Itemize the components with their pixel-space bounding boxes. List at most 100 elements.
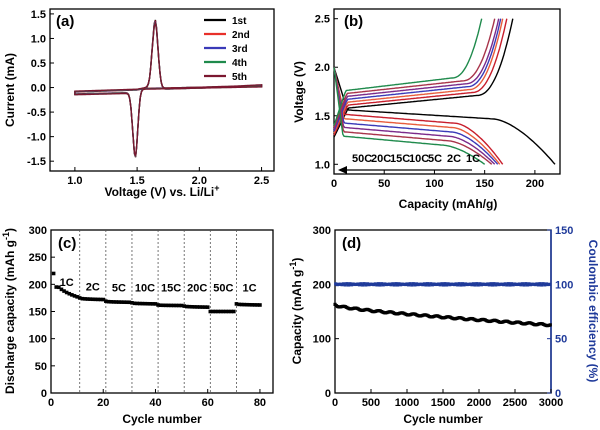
panel-b-charge-curve	[333, 18, 496, 128]
panel-b-rate-label: 1C	[466, 153, 480, 165]
panel-c-point	[143, 301, 147, 306]
panel-b-rate-label: 50C	[352, 153, 372, 165]
panel-c-point	[127, 300, 132, 305]
panel-c-rate-label: 15C	[161, 282, 181, 294]
panel-c-point	[255, 303, 260, 307]
panel-c-rate-label: 1C	[242, 282, 256, 294]
panel-c-point	[153, 302, 158, 306]
panel-b-rate-label: 20C	[371, 153, 391, 165]
panel-c-point	[93, 297, 98, 302]
panel-c-point	[177, 303, 181, 308]
panel-d-right-y-tick-label: 50	[555, 334, 567, 346]
panel-a-y-axis-label: Current (mA)	[3, 53, 17, 127]
panel-c-point	[221, 309, 226, 314]
panel-c-x-tick-label: 20	[97, 397, 109, 409]
panel-c-point	[252, 303, 257, 307]
panel-c-point	[218, 309, 223, 314]
panel-c-x-ticks: 0 20 40 60 80	[48, 389, 266, 409]
panel-c-point	[190, 305, 194, 309]
panel-d-x-tick-label: 3000	[539, 397, 563, 409]
panel-d-capacity-point	[548, 323, 552, 327]
panel-c-point	[54, 285, 59, 289]
panel-d-right-y-ticks: 0 50 100 150	[547, 225, 573, 400]
panel-b-rate-label: 10C	[409, 153, 429, 165]
panel-c-rate-label: 5C	[112, 282, 126, 294]
panel-c-point	[192, 305, 197, 309]
panel-c-point	[234, 302, 239, 306]
panel-b-x-tick-label: 100	[425, 178, 443, 190]
panel-d-x-ticks: 0 500 1000 1500 2000 2500 3000	[332, 389, 563, 409]
panel-b-label: (b)	[344, 13, 363, 30]
panel-c-point	[203, 305, 207, 309]
panel-d-right-y-tick-label: 100	[555, 279, 573, 291]
panel-c-point	[250, 303, 254, 307]
panel-b-discharge-curve	[333, 66, 556, 165]
panel-c-point	[138, 301, 142, 306]
panel-c-rate-label: 50C	[213, 282, 233, 294]
panel-b-x-axis-label: Capacity (mAh/g)	[399, 197, 498, 211]
panel-c-point	[242, 302, 247, 307]
panel-c-point	[122, 300, 126, 304]
panel-c-y-axis-label: Discharge capacity (mAh g-1)	[1, 228, 17, 394]
panel-b-rate-label: 15C	[390, 153, 410, 165]
panel-c-y-tick-label: 250	[29, 252, 47, 264]
panel-c-point	[111, 300, 116, 304]
panel-c-point	[245, 302, 249, 307]
panel-c-y-tick-label: 200	[29, 279, 47, 291]
panel-b-x-tick-label: 0	[331, 178, 337, 190]
panel-b-x-ticks: 0 50 100 150 200	[331, 170, 544, 190]
panel-b-discharge-curve	[333, 67, 496, 165]
panel-b-charge-curve	[333, 18, 502, 132]
panel-c-y-tick-label: 300	[29, 225, 47, 237]
panel-c-point	[114, 300, 119, 304]
panel-c-point	[200, 305, 205, 309]
panel-c-point	[174, 303, 179, 308]
panel-d-x-tick-label: 2000	[467, 397, 491, 409]
panel-c-point	[185, 304, 189, 309]
panel-a-legend-label: 5th	[232, 72, 247, 83]
panel-d-y-axis-label: Capacity (mAh g-1)	[288, 258, 304, 365]
panel-a-y-tick-label: 0.5	[31, 58, 46, 70]
panel-a: 1.0 1.5 2.0 2.5 -1.5 -1.0 -0.5 0.0 0.5 1.0 1.5 1s…	[3, 8, 275, 199]
panel-d-efficiency-point	[547, 282, 552, 286]
panel-c-point	[195, 305, 200, 309]
panel-d-x-tick-label: 500	[362, 397, 380, 409]
panel-b-y-tick-label: 1.5	[315, 111, 330, 123]
panel-c-rate-labels: 1C 2C 5C 10C 15C 20C 50C 1C	[60, 277, 257, 294]
panel-d: 0 500 1000 1500 2000 2500 3000 0 100 200 300 0 50 1…	[288, 225, 600, 426]
panel-c-point	[187, 304, 192, 309]
panel-b-rate-label: 5C	[428, 153, 442, 165]
panel-a-x-axis-label: Voltage (V) vs. Li/Li+	[104, 183, 219, 199]
panel-b-y-ticks: 1.0 1.5 2.0 2.5	[315, 14, 338, 171]
panel-c-point	[232, 309, 236, 314]
panel-c-point	[258, 303, 262, 307]
panel-a-y-ticks: -1.5 -1.0 -0.5 0.0 0.5 1.0 1.5	[27, 9, 54, 168]
panel-b-frame	[333, 8, 561, 175]
panel-c-point	[96, 297, 100, 302]
panel-c-point	[109, 300, 113, 304]
panel-a-x-ticks: 1.0 1.5 2.0 2.5	[67, 167, 269, 187]
panel-c-rate-label: 10C	[135, 282, 155, 294]
panel-c-point	[151, 302, 155, 306]
panel-b-y-tick-label: 2.0	[315, 62, 330, 74]
panel-c-point	[132, 301, 137, 306]
panel-c-point	[77, 296, 82, 300]
panel-b-charge-curve	[333, 18, 504, 134]
panel-c-point	[166, 303, 171, 308]
panel-d-capacity-points	[333, 302, 552, 328]
panel-d-right-y-tick-label: 150	[555, 225, 573, 237]
panel-c-point	[171, 303, 176, 308]
panel-b-y-tick-label: 1.0	[315, 159, 330, 171]
panel-c-y-tick-label: 150	[29, 307, 47, 319]
panel-c-point	[211, 309, 215, 314]
panel-c-y-ticks: 0 50 100 150 200 250 300	[29, 225, 55, 400]
panel-c-point	[119, 300, 124, 304]
panel-b-series	[333, 18, 556, 165]
panel-c-point	[75, 295, 79, 299]
panel-d-right-y-tick-label: 0	[555, 388, 561, 400]
panel-a-y-tick-label: 1.0	[31, 33, 46, 45]
panel-c-point	[216, 309, 220, 314]
panel-c-point	[106, 299, 111, 304]
panel-b-discharge-curve	[333, 67, 499, 165]
